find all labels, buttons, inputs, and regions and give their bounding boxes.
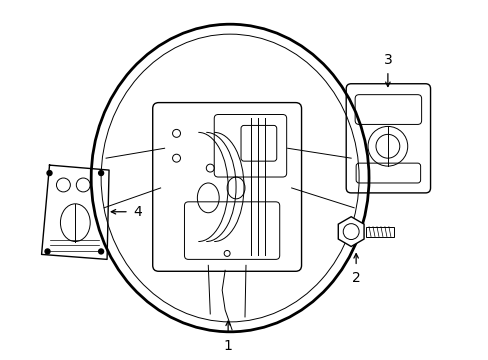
Circle shape xyxy=(45,249,50,254)
Text: 1: 1 xyxy=(223,339,232,353)
Text: 2: 2 xyxy=(351,271,360,285)
Circle shape xyxy=(99,171,103,176)
Text: 4: 4 xyxy=(133,205,142,219)
Polygon shape xyxy=(338,217,364,247)
Circle shape xyxy=(47,171,52,176)
Bar xyxy=(366,227,393,237)
Circle shape xyxy=(99,249,103,254)
Text: 3: 3 xyxy=(383,53,391,67)
